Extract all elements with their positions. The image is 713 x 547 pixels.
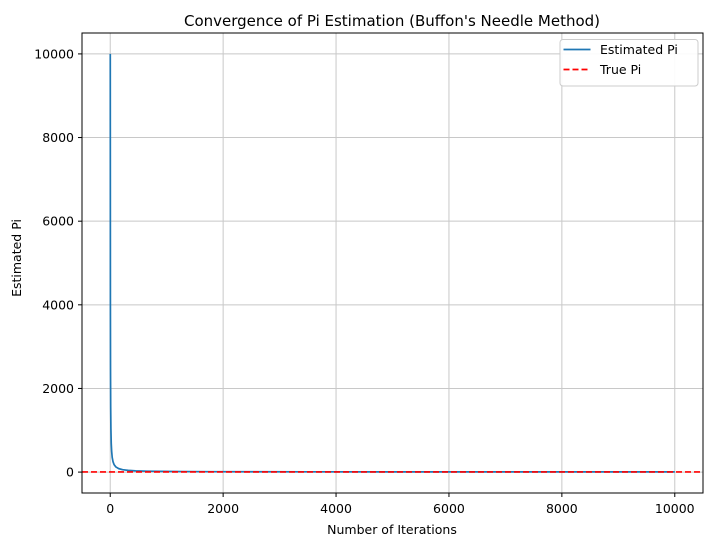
chart-title: Convergence of Pi Estimation (Buffon's N… [184,12,600,30]
y-tick-label: 4000 [42,297,74,312]
y-tick-label: 2000 [42,381,74,396]
y-axis-label: Estimated Pi [9,219,24,297]
y-tick-label: 8000 [42,130,74,145]
y-tick-label: 0 [66,465,74,480]
legend: Estimated Pi True Pi [559,39,699,87]
legend-label-estimated-pi: Estimated Pi [600,42,678,57]
axes-frame [81,32,704,494]
x-tick-label: 8000 [546,501,578,516]
y-tick-label: 10000 [34,46,74,61]
x-axis-label: Number of Iterations [327,522,457,537]
series-layer [82,53,703,473]
estimated-pi-line [109,53,675,473]
tick-layer: 0 2000 4000 6000 8000 10000 0 2000 4000 6000 8000 1… [34,46,694,516]
grid-layer [82,33,703,493]
x-tick-label: 0 [106,501,114,516]
x-tick-label: 10000 [655,501,695,516]
x-tick-label: 4000 [320,501,352,516]
legend-box [559,39,699,87]
y-tick-label: 6000 [42,214,74,229]
legend-label-true-pi: True Pi [599,62,641,77]
x-tick-label: 2000 [207,501,239,516]
x-tick-label: 6000 [433,501,465,516]
